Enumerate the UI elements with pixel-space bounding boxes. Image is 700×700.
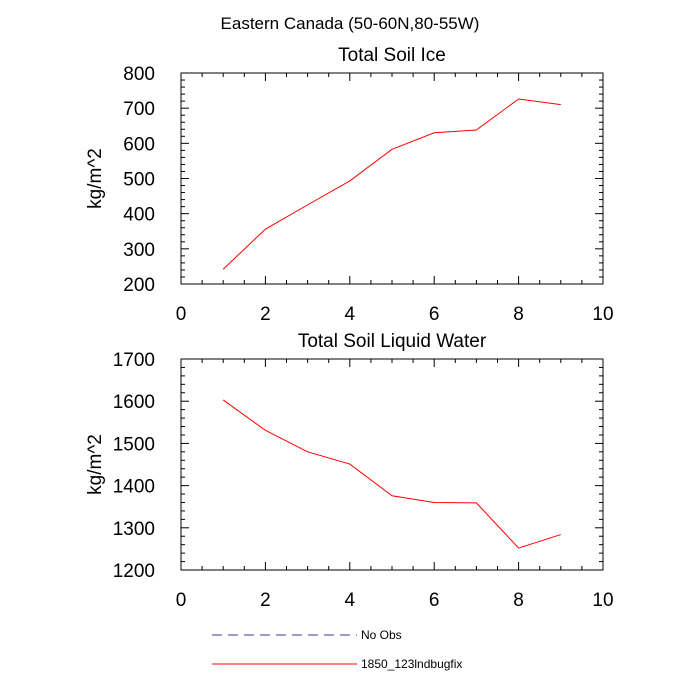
chart-panel-1: Total Soil Ice kg/m^2 0 2 4 6 8 10 200 300 400 500 6… xyxy=(85,45,614,325)
y-tick-label: 1400 xyxy=(113,477,155,498)
y-tick-label: 200 xyxy=(123,275,155,296)
y-tick-label: 700 xyxy=(123,99,155,120)
y-tick-label: 800 xyxy=(123,64,155,85)
legend-label: No Obs xyxy=(361,628,402,642)
x-tick-label: 0 xyxy=(176,304,187,325)
y-tick-label: 1300 xyxy=(113,519,155,540)
x-tick-label: 8 xyxy=(513,590,524,611)
chart-panel-2: Total Soil Liquid Water kg/m^2 0 2 4 6 8 10 1200… xyxy=(85,331,614,611)
y-axis-label: kg/m^2 xyxy=(85,434,106,495)
x-tick-label: 6 xyxy=(429,304,440,325)
x-tick-label: 4 xyxy=(345,304,356,325)
y-axis-label: kg/m^2 xyxy=(85,148,106,209)
plot-frame xyxy=(180,72,604,285)
y-tick-label: 600 xyxy=(123,134,155,155)
x-tick-label: 2 xyxy=(260,304,271,325)
y-tick-label: 1700 xyxy=(113,350,155,371)
y-tick-label: 300 xyxy=(123,240,155,261)
x-tick-label: 10 xyxy=(592,590,613,611)
y-tick-label: 500 xyxy=(123,170,155,191)
panel-title: Total Soil Liquid Water xyxy=(298,331,487,352)
series-line xyxy=(222,98,561,270)
x-tick-label: 6 xyxy=(429,590,440,611)
legend-entry: 1850_123lndbugfix xyxy=(212,657,462,671)
plot-frame xyxy=(180,358,604,571)
legend-label: 1850_123lndbugfix xyxy=(361,657,462,671)
x-tick-label: 0 xyxy=(176,590,187,611)
series-line xyxy=(222,399,561,549)
legend: No Obs 1850_123lndbugfix xyxy=(212,628,462,671)
y-tick-label: 1500 xyxy=(113,434,155,455)
x-tick-label: 8 xyxy=(513,304,524,325)
y-tick-label: 400 xyxy=(123,205,155,226)
y-tick-label: 1200 xyxy=(113,561,155,582)
y-tick-label: 1600 xyxy=(113,392,155,413)
x-tick-label: 4 xyxy=(345,590,356,611)
legend-entry: No Obs xyxy=(212,628,402,642)
figure-title: Eastern Canada (50-60N,80-55W) xyxy=(221,14,480,33)
panel-title: Total Soil Ice xyxy=(338,45,446,66)
x-tick-label: 2 xyxy=(260,590,271,611)
x-tick-label: 10 xyxy=(592,304,613,325)
